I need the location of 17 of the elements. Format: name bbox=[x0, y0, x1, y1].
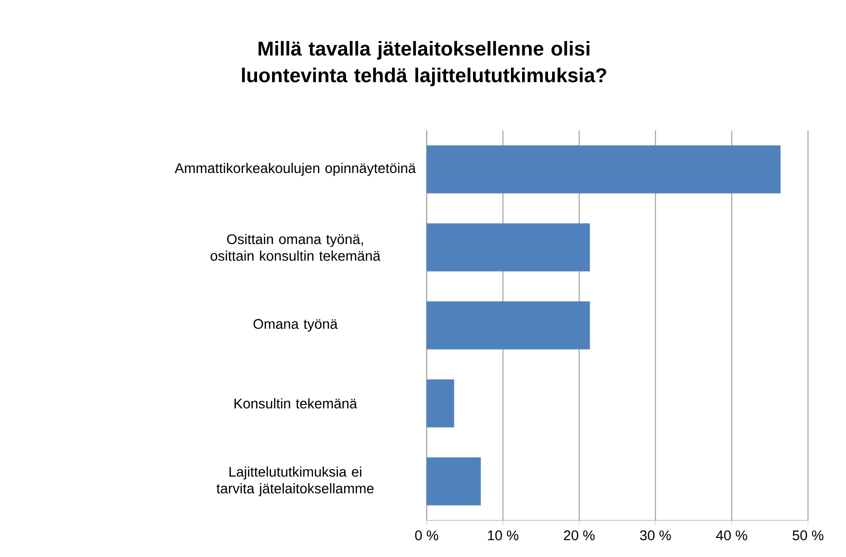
x-tick-label: 10 % bbox=[488, 530, 518, 540]
y-tick-label: Konsultin tekemänä bbox=[234, 398, 358, 408]
y-tick-label: Ammattikorkeakoulujen opinnäytetöinä bbox=[174, 162, 416, 176]
y-tick-label: Osittain omana työnä, osittain konsultin tekemänä bbox=[210, 234, 380, 261]
y-tick-label: Lajittelututkimuksia ei tarvita jätelaitoksellamme bbox=[216, 466, 374, 496]
x-tick-label: 0 % bbox=[415, 530, 438, 540]
y-tick-label: Omana työnä bbox=[254, 319, 338, 332]
x-tick-label: 40 % bbox=[716, 530, 748, 540]
x-tick-label: 20 % bbox=[564, 530, 595, 540]
bar bbox=[426, 457, 481, 506]
x-tick-label: 50 % bbox=[792, 530, 824, 540]
chart-title: Millä tavalla jätelaitoksellenne olisi luontevinta tehdä lajittelututkimuksia? bbox=[242, 41, 606, 86]
bar bbox=[426, 301, 590, 350]
x-tick-label: 30 % bbox=[640, 530, 671, 540]
bar bbox=[426, 145, 781, 194]
bar bbox=[426, 223, 590, 272]
bar bbox=[426, 379, 454, 428]
